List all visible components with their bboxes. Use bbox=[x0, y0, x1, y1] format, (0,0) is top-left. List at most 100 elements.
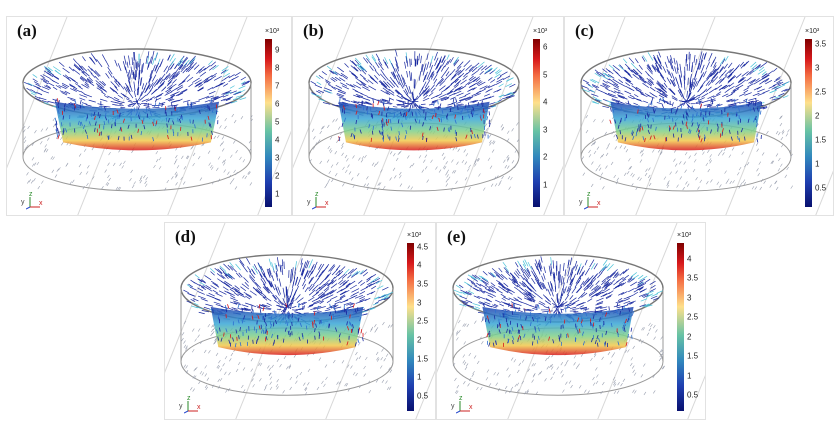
field-arrow bbox=[652, 297, 660, 301]
field-arrow bbox=[214, 340, 217, 344]
field-arrow bbox=[311, 266, 317, 275]
field-arrow bbox=[202, 285, 209, 289]
field-arrow bbox=[268, 280, 273, 288]
field-arrow bbox=[576, 317, 580, 322]
field-arrow bbox=[380, 169, 383, 173]
field-arrow bbox=[347, 268, 354, 275]
field-arrow bbox=[663, 92, 668, 97]
field-arrow bbox=[345, 282, 351, 287]
field-arrow bbox=[738, 166, 742, 171]
field-arrow bbox=[373, 163, 377, 167]
field-arrow bbox=[258, 325, 261, 330]
field-arrow bbox=[506, 154, 509, 159]
field-arrow bbox=[382, 137, 385, 142]
field-arrow bbox=[607, 93, 616, 97]
field-arrow bbox=[434, 57, 439, 67]
field-arrow bbox=[155, 97, 162, 101]
field-arrow bbox=[514, 299, 523, 303]
field-arrow bbox=[400, 79, 405, 88]
field-arrow bbox=[251, 378, 254, 382]
field-arrow bbox=[494, 271, 500, 278]
field-arrow bbox=[505, 287, 511, 292]
field-arrow bbox=[574, 260, 578, 269]
field-arrow bbox=[673, 158, 676, 162]
field-arrow bbox=[355, 357, 359, 361]
field-arrow bbox=[247, 171, 250, 175]
field-arrow bbox=[353, 94, 361, 98]
field-arrow bbox=[276, 358, 280, 363]
field-arrow bbox=[253, 373, 256, 377]
field-arrow bbox=[423, 88, 430, 96]
field-arrow bbox=[117, 81, 125, 90]
field-arrow bbox=[183, 344, 187, 348]
field-arrow bbox=[320, 293, 326, 298]
field-arrow bbox=[597, 272, 603, 279]
field-arrow bbox=[359, 80, 367, 86]
field-arrow bbox=[560, 370, 563, 374]
field-arrow bbox=[509, 389, 512, 394]
field-arrow bbox=[660, 87, 668, 93]
field-arrow bbox=[333, 304, 339, 308]
field-arrow bbox=[472, 86, 477, 91]
field-arrow bbox=[516, 382, 520, 386]
field-arrow bbox=[753, 66, 761, 73]
field-arrow bbox=[510, 357, 514, 361]
field-arrow bbox=[399, 171, 402, 176]
field-arrow bbox=[360, 286, 369, 291]
field-arrow bbox=[608, 78, 614, 83]
field-arrow bbox=[139, 177, 142, 182]
field-arrow bbox=[409, 164, 412, 169]
field-arrow bbox=[506, 328, 508, 333]
field-arrow bbox=[78, 163, 82, 168]
field-arrow bbox=[163, 75, 168, 81]
field-arrow bbox=[450, 74, 457, 81]
field-arrow bbox=[193, 64, 200, 70]
field-arrow bbox=[536, 265, 541, 275]
field-arrow bbox=[266, 268, 270, 276]
field-arrow bbox=[632, 73, 640, 80]
field-arrow bbox=[323, 286, 330, 292]
field-arrow bbox=[276, 386, 279, 390]
field-arrow bbox=[221, 136, 225, 140]
field-arrow bbox=[166, 81, 172, 87]
field-arrow bbox=[332, 119, 335, 123]
field-arrow bbox=[481, 341, 484, 345]
field-arrow bbox=[98, 105, 107, 108]
field-arrow bbox=[346, 306, 354, 309]
field-arrow bbox=[429, 64, 433, 73]
field-arrow bbox=[189, 286, 197, 291]
field-arrow bbox=[575, 325, 578, 330]
field-arrow bbox=[127, 103, 135, 107]
field-arrow bbox=[511, 335, 515, 341]
field-arrow bbox=[656, 102, 663, 105]
field-arrow bbox=[517, 329, 520, 334]
field-arrow bbox=[572, 308, 580, 310]
field-arrow bbox=[390, 126, 393, 131]
field-arrow bbox=[215, 304, 223, 307]
field-arrow bbox=[235, 329, 238, 334]
field-arrow bbox=[580, 319, 583, 324]
colorbar-tick-label: 3.5 bbox=[417, 279, 429, 289]
field-arrow bbox=[509, 93, 515, 97]
field-arrow bbox=[724, 68, 732, 76]
field-arrow bbox=[195, 81, 204, 86]
field-arrow bbox=[330, 78, 336, 82]
field-arrow bbox=[466, 168, 470, 172]
field-arrow bbox=[492, 141, 496, 145]
field-arrow bbox=[741, 79, 747, 84]
field-arrow bbox=[340, 287, 348, 292]
field-arrow bbox=[566, 304, 569, 310]
field-arrow bbox=[562, 277, 565, 284]
field-arrow bbox=[313, 311, 316, 316]
field-arrow bbox=[520, 324, 523, 329]
field-arrow bbox=[282, 308, 285, 313]
field-arrow bbox=[491, 149, 495, 153]
field-arrow bbox=[301, 268, 305, 276]
field-arrow bbox=[790, 153, 793, 158]
field-arrow bbox=[569, 302, 576, 306]
field-arrow bbox=[600, 172, 604, 176]
field-arrow bbox=[638, 74, 645, 80]
field-arrow bbox=[473, 161, 477, 165]
field-arrow bbox=[629, 362, 633, 367]
field-arrow bbox=[524, 289, 532, 295]
